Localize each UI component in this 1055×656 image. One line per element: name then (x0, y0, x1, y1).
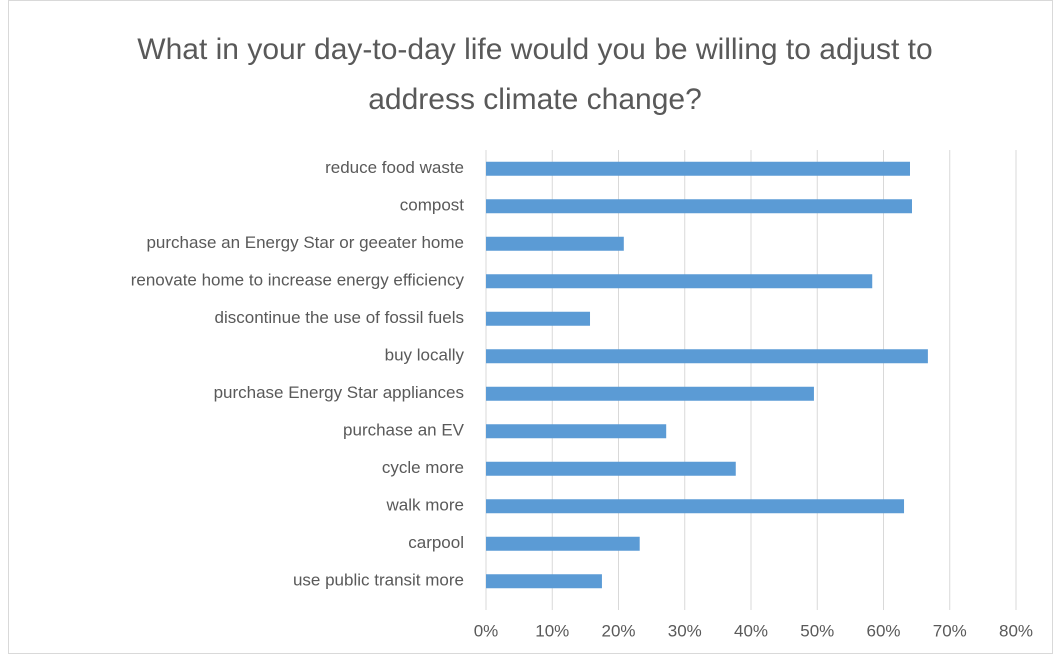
bar (486, 461, 736, 476)
x-tick-label: 40% (734, 621, 768, 640)
y-tick-label: compost (400, 196, 465, 215)
y-tick-label: renovate home to increase energy efficie… (131, 271, 465, 290)
bar (486, 349, 928, 364)
bar (486, 424, 667, 439)
y-tick-label: carpool (408, 533, 464, 552)
y-tick-label: purchase an EV (343, 421, 465, 440)
y-tick-label: reduce food waste (325, 158, 464, 177)
y-tick-label: purchase an Energy Star or geeater home (146, 233, 464, 252)
chart-frame (8, 0, 1053, 654)
y-tick-label: walk more (386, 496, 464, 515)
bar (486, 311, 591, 326)
y-tick-label: purchase Energy Star appliances (214, 383, 464, 402)
y-tick-label: discontinue the use of fossil fuels (215, 308, 464, 327)
bar (486, 161, 910, 176)
bar (486, 274, 873, 289)
chart-title: What in your day-to-day life would you b… (137, 33, 933, 116)
x-tick-label: 60% (866, 621, 900, 640)
bar (486, 499, 905, 514)
bar (486, 199, 912, 214)
bar (486, 536, 640, 551)
x-tick-label: 0% (474, 621, 499, 640)
bar (486, 574, 602, 589)
x-tick-label: 50% (800, 621, 834, 640)
y-tick-label: cycle more (382, 458, 464, 477)
y-tick-label: buy locally (385, 346, 465, 365)
bar (486, 386, 814, 401)
x-tick-label: 80% (999, 621, 1033, 640)
x-tick-label: 20% (601, 621, 635, 640)
x-tick-label: 10% (535, 621, 569, 640)
y-tick-label: use public transit more (293, 571, 464, 590)
bar (486, 236, 624, 251)
x-tick-label: 30% (668, 621, 702, 640)
x-tick-label: 70% (933, 621, 967, 640)
